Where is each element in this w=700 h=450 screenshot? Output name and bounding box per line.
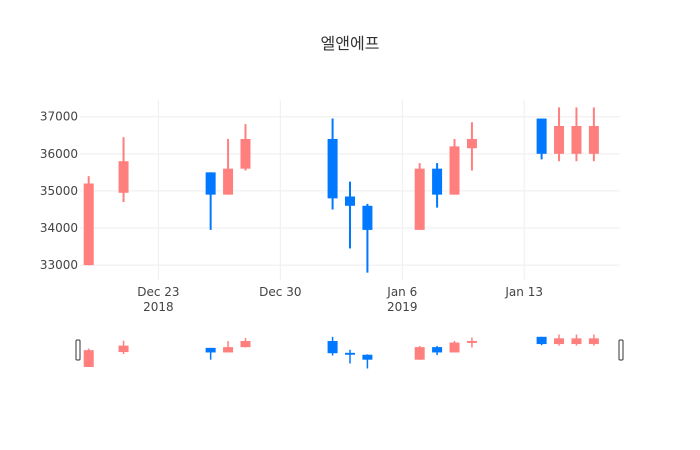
slider-candle bbox=[554, 334, 565, 346]
slider-candle-body bbox=[571, 338, 582, 345]
candle bbox=[571, 107, 582, 162]
candle-body bbox=[554, 125, 565, 154]
slider-candle bbox=[588, 334, 599, 346]
slider-candle bbox=[571, 334, 582, 346]
candle-body bbox=[414, 168, 425, 230]
slider-candle bbox=[536, 336, 547, 346]
range-slider-right-handle[interactable] bbox=[618, 339, 624, 361]
slider-candle-body bbox=[223, 347, 234, 353]
slider-candle bbox=[449, 341, 460, 353]
slider-candle bbox=[240, 337, 251, 348]
candle-body bbox=[345, 196, 355, 206]
candle bbox=[240, 124, 251, 171]
candle bbox=[414, 163, 425, 230]
candle bbox=[466, 122, 477, 171]
slider-candle-body bbox=[466, 341, 477, 343]
slider-candle-body bbox=[118, 345, 129, 353]
candle-body bbox=[240, 138, 251, 169]
x-tick-label: Dec 30 bbox=[259, 285, 301, 299]
candle bbox=[223, 138, 234, 195]
candle-body bbox=[83, 183, 94, 266]
slider-candle bbox=[362, 354, 373, 369]
x-tick-year-label: 2018 bbox=[143, 300, 174, 314]
candle bbox=[345, 181, 355, 249]
candle-body bbox=[466, 138, 477, 149]
candle-body bbox=[449, 146, 460, 195]
candle bbox=[536, 118, 547, 160]
candle-body bbox=[571, 125, 582, 154]
candle-body bbox=[536, 118, 547, 154]
candle-body bbox=[223, 168, 234, 195]
candle bbox=[449, 138, 460, 195]
slider-candle bbox=[414, 345, 425, 360]
slider-candle bbox=[223, 341, 234, 353]
slider-candle-body bbox=[414, 347, 425, 360]
candle bbox=[588, 107, 599, 162]
slider-candle-body bbox=[205, 347, 216, 353]
range-slider-left-handle[interactable] bbox=[75, 339, 81, 361]
x-tick-year-label: 2019 bbox=[387, 300, 418, 314]
y-tick-label: 35000 bbox=[40, 184, 78, 198]
candle bbox=[118, 137, 129, 203]
candle bbox=[83, 176, 94, 266]
candle-body bbox=[205, 172, 216, 195]
y-tick-label: 37000 bbox=[40, 110, 78, 124]
y-axis-ticks: 33000 34000 35000 36000 37000 bbox=[40, 110, 78, 272]
candle-body bbox=[327, 138, 338, 199]
candle bbox=[432, 163, 443, 208]
candle bbox=[327, 118, 338, 210]
x-tick-label: Dec 23 bbox=[137, 285, 179, 299]
slider-candle bbox=[466, 337, 477, 348]
slider-candle-body bbox=[362, 354, 373, 360]
candle-body bbox=[588, 125, 599, 154]
candle bbox=[362, 203, 373, 273]
slider-candle bbox=[345, 349, 355, 364]
x-tick-label: Jan 6 bbox=[386, 285, 417, 299]
chart-title: 엘앤에프 bbox=[321, 34, 380, 53]
slider-candle-body bbox=[83, 350, 94, 367]
candle-body bbox=[362, 205, 373, 230]
slider-candle bbox=[83, 348, 94, 367]
y-tick-label: 36000 bbox=[40, 147, 78, 161]
candle-body bbox=[118, 161, 129, 193]
slider-candle bbox=[432, 345, 443, 356]
y-tick-label: 34000 bbox=[40, 221, 78, 235]
candle-body bbox=[432, 168, 443, 195]
slider-candle-body bbox=[432, 347, 443, 353]
slider-candle-body bbox=[449, 342, 460, 353]
range-slider[interactable] bbox=[75, 334, 624, 369]
candles bbox=[83, 107, 599, 273]
slider-candle-body bbox=[554, 338, 565, 345]
candle bbox=[205, 172, 216, 230]
slider-candle bbox=[118, 340, 129, 354]
slider-candle bbox=[205, 347, 216, 360]
slider-candle-body bbox=[588, 338, 599, 345]
slider-candle-body bbox=[240, 341, 251, 348]
candle bbox=[554, 107, 565, 162]
slider-candle-body bbox=[345, 352, 355, 355]
y-tick-label: 33000 bbox=[40, 258, 78, 272]
slider-candle-body bbox=[327, 341, 338, 354]
x-tick-label: Jan 13 bbox=[504, 285, 543, 299]
slider-candle bbox=[327, 336, 338, 356]
slider-candle-body bbox=[536, 336, 547, 345]
